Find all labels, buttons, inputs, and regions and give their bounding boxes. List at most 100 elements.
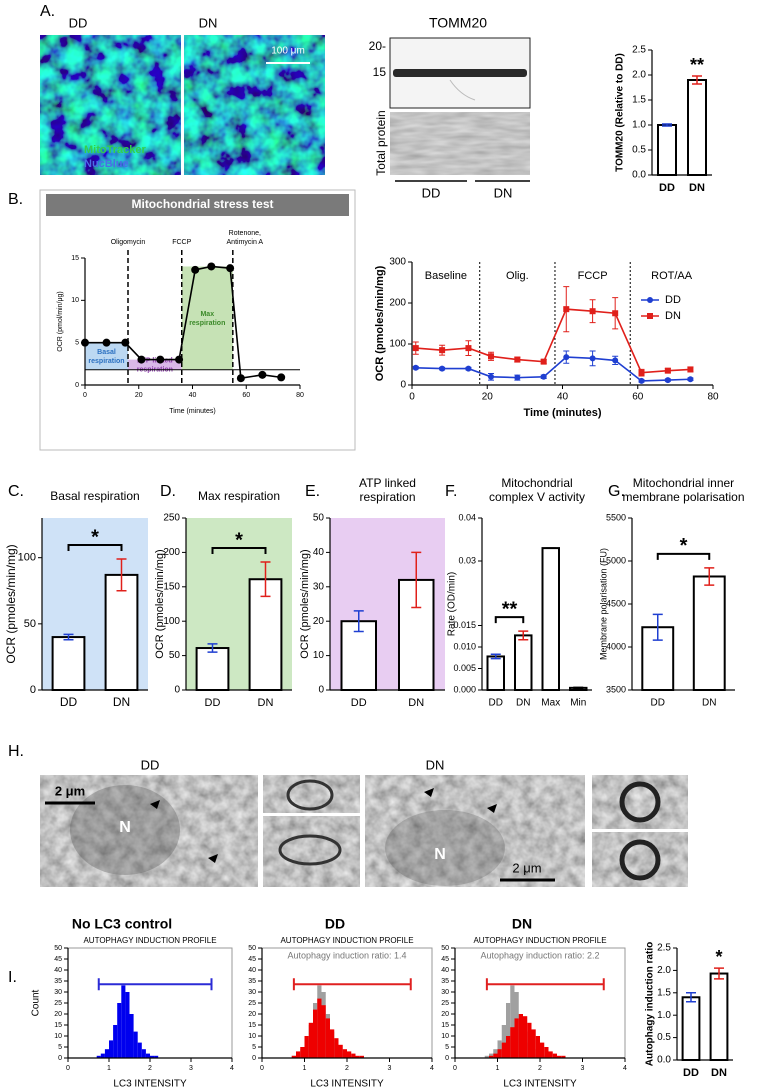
chart-subtitle: Autophagy induction ratio: 2.2 — [480, 950, 599, 960]
y-tick-label: 20 — [441, 1011, 449, 1018]
histogram-bar — [300, 1047, 305, 1058]
y-tick-label: 15 — [248, 1022, 256, 1029]
histogram-bar — [548, 1051, 553, 1058]
y-tick-label: 25 — [248, 1000, 256, 1007]
y-tick-label: 50 — [169, 650, 181, 661]
group-label: DN — [494, 185, 513, 200]
y-tick-label: 0.5 — [657, 1032, 671, 1043]
x-tick-label: 0 — [260, 1065, 264, 1072]
y-tick-label: 30 — [54, 989, 62, 996]
bar — [541, 547, 560, 691]
point — [207, 262, 216, 271]
panel-letter: B. — [8, 191, 23, 208]
bar — [195, 647, 230, 691]
y-tick-label: 0.5 — [632, 145, 646, 156]
x-tick-label: 80 — [707, 392, 719, 403]
blot-marker: 20- — [369, 39, 386, 53]
error-bar — [692, 75, 702, 85]
chart-title: AUTOPHAGY INDUCTION PROFILE — [83, 936, 216, 945]
y-tick-label: 0 — [30, 684, 36, 696]
histogram-bar — [321, 1005, 326, 1058]
histogram-bar — [535, 1036, 540, 1058]
gate — [485, 978, 605, 991]
bar — [248, 578, 283, 691]
phase-label: ROT/AA — [651, 270, 693, 282]
fluorescence-image — [40, 35, 181, 175]
y-tick-label: 0.03 — [458, 555, 476, 565]
point — [465, 345, 472, 352]
error-bar — [116, 558, 127, 592]
x-tick-label: 3 — [581, 1065, 585, 1072]
total-protein-image — [389, 111, 531, 176]
schematic-header — [46, 194, 349, 216]
point — [612, 357, 619, 364]
y-tick-label: 10 — [441, 1033, 449, 1040]
point — [137, 355, 146, 364]
error-bar — [686, 992, 696, 1003]
chart-title: AUTOPHAGY INDUCTION PROFILE — [473, 936, 606, 945]
error-bar — [260, 561, 271, 598]
image-label: DN — [426, 757, 445, 772]
histogram-bar — [96, 1055, 101, 1058]
chart-title: Max respiration — [198, 489, 280, 503]
series-line — [415, 356, 691, 382]
y-tick-label: 35 — [248, 978, 256, 985]
x-tick-label: DD — [60, 695, 78, 709]
bar — [514, 634, 533, 692]
y-tick-label: 10 — [54, 1033, 62, 1040]
y-axis-label: Rate (OD/min) — [447, 572, 458, 636]
gate — [97, 978, 213, 991]
error-bar — [490, 653, 501, 660]
bar — [51, 636, 86, 691]
histogram-bar — [540, 1042, 545, 1058]
y-tick-label: 0 — [58, 1055, 62, 1062]
point — [687, 366, 694, 373]
histogram-bar — [544, 1047, 549, 1058]
error-bar — [63, 633, 74, 641]
histogram-bar — [125, 992, 130, 1058]
phase-region — [181, 266, 233, 370]
scale-bar-label: 100 μm — [271, 46, 305, 57]
y-tick-label: 300 — [389, 257, 406, 268]
panel-letter: G. — [608, 483, 625, 500]
x-axis-label: LC3 INTENSITY — [503, 1079, 577, 1089]
stain-label: NucBlue — [84, 158, 129, 170]
error-bar — [353, 610, 364, 633]
y-tick-label: 35 — [441, 978, 449, 985]
histogram-bar — [304, 1036, 309, 1058]
x-tick-label: 1 — [303, 1065, 307, 1072]
chart-subtitle: Autophagy induction ratio: 1.4 — [287, 950, 406, 960]
histogram-bar — [561, 1055, 566, 1058]
em-image — [365, 775, 585, 887]
error-bar — [518, 630, 529, 641]
y-tick-label: 20 — [54, 1011, 62, 1018]
chart-title: AUTOPHAGY INDUCTION PROFILE — [280, 936, 413, 945]
x-tick-label: DD — [651, 698, 665, 709]
y-tick-label: 35 — [54, 978, 62, 985]
panel-letter: A. — [40, 3, 55, 20]
histogram-bar — [150, 1055, 155, 1058]
significance-label: * — [91, 526, 99, 548]
y-tick-label: 2.5 — [632, 45, 646, 56]
histogram-bar — [347, 1051, 352, 1058]
blot-title: TOMM20 — [429, 15, 487, 31]
x-tick-label: Min — [570, 698, 586, 709]
y-tick-label: 30 — [441, 989, 449, 996]
histogram-bar — [154, 1055, 159, 1058]
y-tick-label: 0.015 — [453, 620, 476, 630]
x-tick-label: DN — [689, 182, 705, 194]
x-tick-label: 2 — [345, 1065, 349, 1072]
error-bar — [652, 613, 663, 641]
histogram-bar — [104, 1049, 109, 1058]
histogram-bar — [531, 1029, 536, 1058]
point — [589, 355, 596, 362]
nucleus — [385, 810, 505, 886]
chart-title: Mitochondrial — [501, 476, 572, 490]
histogram-bar — [527, 1022, 532, 1058]
blot-marker: 15 — [373, 65, 387, 79]
y-tick-label: 0 — [400, 380, 406, 391]
point — [412, 345, 419, 352]
y-tick-label: 5500 — [606, 512, 626, 522]
y-tick-label: 3500 — [606, 684, 626, 694]
